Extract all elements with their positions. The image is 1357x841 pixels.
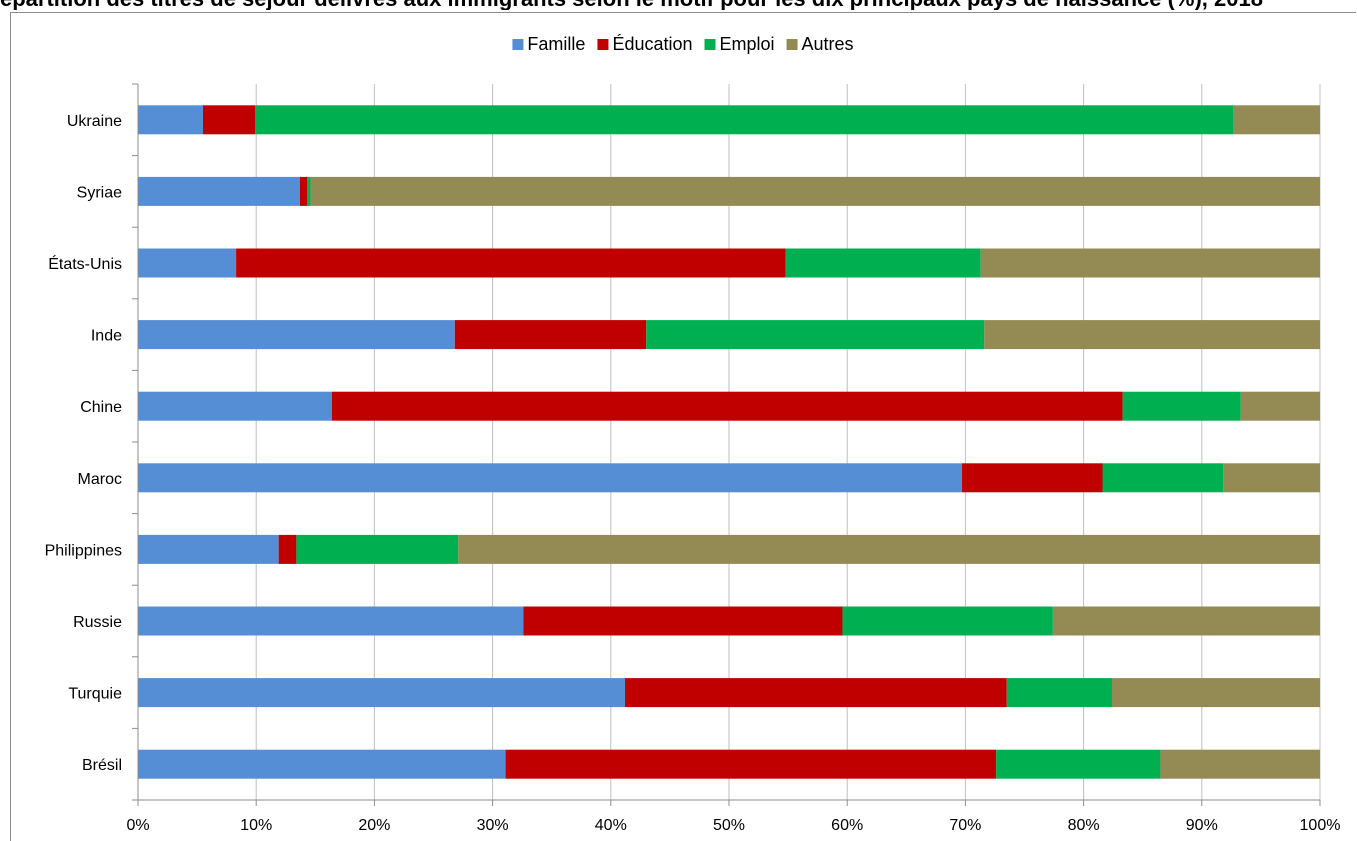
- bar-bresil-emploi: [996, 749, 1161, 779]
- bar-syriae-famille: [138, 176, 300, 206]
- bar-maroc-education: [961, 463, 1103, 493]
- legend: Famille Éducation Emploi Autres: [512, 34, 854, 54]
- bar-philippines-emploi: [296, 534, 459, 564]
- bar-turquie-famille: [138, 678, 625, 708]
- chart-title-text: épartition des titres de séjour délivrés…: [0, 0, 1263, 10]
- x-tick-label: 30%: [477, 817, 509, 834]
- bar-maroc-autres: [1223, 463, 1320, 493]
- bar-turquie-autres: [1111, 678, 1320, 708]
- x-tick-label: 10%: [240, 817, 272, 834]
- bar-maroc-famille: [138, 463, 962, 493]
- bar-inde-famille: [138, 320, 455, 350]
- bar-russie-education: [523, 606, 843, 636]
- bar-ukraine-education: [203, 105, 256, 135]
- y-tick-label-chine: Chine: [80, 399, 122, 416]
- legend-swatch-famille: [512, 39, 524, 50]
- bar-etats-unis-autres: [980, 248, 1320, 278]
- y-tick-label-bresil: Brésil: [82, 757, 122, 774]
- x-tick-label: 20%: [358, 817, 390, 834]
- axes: 0% 10% 20% 30% 40% 50% 60% 70% 80% 90% 100% Ukraine…: [45, 83, 1341, 834]
- bar-russie-emploi: [842, 606, 1053, 636]
- bar-bresil-autres: [1160, 749, 1320, 779]
- bar-etats-unis-emploi: [785, 248, 981, 278]
- legend-label-emploi: Emploi: [720, 34, 775, 54]
- bar-philippines-famille: [138, 534, 279, 564]
- y-tick-label-turquie: Turquie: [68, 686, 122, 703]
- bar-inde-autres: [984, 320, 1320, 350]
- x-tick-label: 70%: [949, 817, 981, 834]
- bar-philippines-autres: [458, 534, 1320, 564]
- chart-frame: [10, 12, 1356, 841]
- y-tick-label-philippines: Philippines: [45, 542, 122, 559]
- chart-title-clipped: épartition des titres de séjour délivrés…: [0, 0, 1357, 10]
- x-tick-label: 90%: [1186, 817, 1218, 834]
- bar-syriae-autres: [310, 176, 1320, 206]
- bar-ukraine-famille: [138, 105, 204, 135]
- bar-philippines-education: [278, 534, 297, 564]
- y-tick-label-inde: Inde: [91, 328, 122, 345]
- x-tick-label: 50%: [713, 817, 745, 834]
- x-tick-label: 0%: [126, 817, 149, 834]
- bar-etats-unis-famille: [138, 248, 237, 278]
- x-tick-label: 60%: [831, 817, 863, 834]
- bar-etats-unis-education: [236, 248, 786, 278]
- bar-russie-famille: [138, 606, 524, 636]
- legend-label-education: Éducation: [612, 34, 692, 54]
- x-tick-label: 40%: [595, 817, 627, 834]
- legend-label-famille: Famille: [527, 34, 585, 54]
- bar-bresil-education: [505, 749, 997, 779]
- legend-swatch-education: [597, 39, 609, 50]
- legend-label-autres: Autres: [802, 34, 854, 54]
- legend-swatch-emploi: [704, 39, 716, 50]
- bar-syriae-education: [299, 176, 308, 206]
- bar-russie-autres: [1052, 606, 1320, 636]
- y-tick-label-syriae: Syriae: [77, 184, 122, 201]
- bar-turquie-emploi: [1006, 678, 1112, 708]
- x-tick-label: 100%: [1300, 817, 1341, 834]
- bar-bresil-famille: [138, 749, 506, 779]
- bar-chine-emploi: [1122, 391, 1241, 421]
- bar-inde-emploi: [646, 320, 985, 350]
- bars: [138, 105, 1320, 779]
- y-tick-label-russie: Russie: [73, 614, 122, 631]
- bar-syriae-emploi: [307, 176, 311, 206]
- bar-chine-education: [331, 391, 1123, 421]
- bar-turquie-education: [624, 678, 1007, 708]
- bar-ukraine-autres: [1233, 105, 1320, 135]
- bar-maroc-emploi: [1102, 463, 1224, 493]
- x-tick-label: 80%: [1068, 817, 1100, 834]
- bar-inde-education: [454, 320, 647, 350]
- y-tick-label-etats-unis: États-Unis: [48, 254, 122, 273]
- bar-ukraine-emploi: [255, 105, 1234, 135]
- bar-chine-autres: [1240, 391, 1320, 421]
- legend-swatch-autres: [786, 39, 798, 50]
- y-tick-label-ukraine: Ukraine: [67, 113, 122, 130]
- bar-chine-famille: [138, 391, 332, 421]
- y-tick-label-maroc: Maroc: [78, 471, 122, 488]
